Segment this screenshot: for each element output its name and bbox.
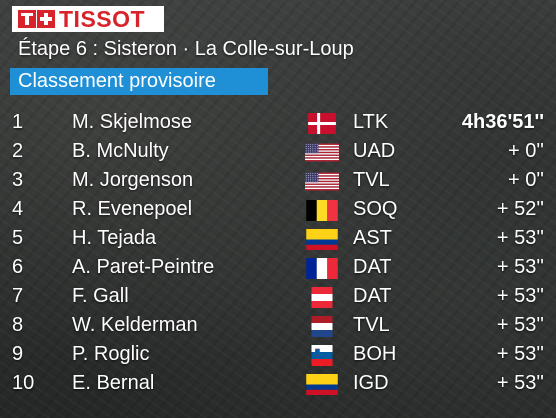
standings-row: 4 R. Evenepoel SOQ + 52'' xyxy=(0,195,556,224)
team-code: AST xyxy=(353,227,392,249)
rider-position: 10 xyxy=(12,372,35,394)
team-code: BOH xyxy=(353,343,397,365)
ranking-banner: Classement provisoire xyxy=(10,68,268,95)
team-code: DAT xyxy=(353,256,392,278)
rider-position: 6 xyxy=(12,256,24,278)
netherlands-flag-icon xyxy=(305,316,339,337)
colombia-flag-icon xyxy=(305,374,339,395)
standings-row: 8 W. Kelderman TVL + 53'' xyxy=(0,311,556,340)
rider-position: 7 xyxy=(12,285,24,307)
usa-flag-icon xyxy=(305,142,339,163)
standings-row: 9 P. Roglic BOH + 53'' xyxy=(0,340,556,369)
rider-name: F. Gall xyxy=(72,285,129,307)
team-code: TVL xyxy=(353,169,390,191)
team-code: TVL xyxy=(353,314,390,336)
team-code: IGD xyxy=(353,372,389,394)
rider-time: + 53'' xyxy=(496,343,544,365)
rider-position: 3 xyxy=(12,169,24,191)
team-code: UAD xyxy=(353,140,396,162)
ranking-title: Classement provisoire xyxy=(18,70,216,92)
rider-name: H. Tejada xyxy=(72,227,157,249)
standings-row: 6 A. Paret-Peintre DAT + 53'' xyxy=(0,253,556,282)
standings-row: 5 H. Tejada AST + 53'' xyxy=(0,224,556,253)
logo-text: TISSOT xyxy=(59,6,146,32)
team-code: SOQ xyxy=(353,198,398,220)
standings-row: 3 M. Jorgenson TVL + 0'' xyxy=(0,166,556,195)
standings-row: 7 F. Gall DAT + 53'' xyxy=(0,282,556,311)
standings-row: 10 E. Bernal IGD + 53'' xyxy=(0,369,556,398)
denmark-flag-icon xyxy=(305,113,339,134)
france-flag-icon xyxy=(305,258,339,279)
rider-time: + 53'' xyxy=(496,285,544,307)
rider-time: + 52'' xyxy=(496,198,544,220)
rider-name: M. Skjelmose xyxy=(72,111,193,133)
slovenia-flag-icon xyxy=(305,345,339,366)
rider-name: B. McNulty xyxy=(72,140,169,162)
rider-name: W. Kelderman xyxy=(72,314,198,336)
rider-time: + 0'' xyxy=(508,140,544,162)
rider-position: 5 xyxy=(12,227,24,249)
rider-position: 1 xyxy=(12,111,24,133)
team-code: LTK xyxy=(353,111,389,133)
standings-row: 1 M. Skjelmose LTK 4h36'51'' xyxy=(0,108,556,137)
rider-name: P. Roglic xyxy=(72,343,150,365)
rider-time: + 53'' xyxy=(496,227,544,249)
rider-position: 2 xyxy=(12,140,24,162)
rider-name: A. Paret-Peintre xyxy=(72,256,215,278)
rider-time: + 53'' xyxy=(496,314,544,336)
rider-time: + 53'' xyxy=(496,372,544,394)
stage-title: Étape 6 : Sisteron · La Colle-sur-Loup xyxy=(18,38,354,60)
rider-time: + 53'' xyxy=(496,256,544,278)
usa-flag-icon xyxy=(305,171,339,192)
austria-flag-icon xyxy=(305,287,339,308)
standings-row: 2 B. McNulty UAD + 0'' xyxy=(0,137,556,166)
team-code: DAT xyxy=(353,285,392,307)
tissot-logo: TISSOT xyxy=(12,6,164,32)
rider-name: M. Jorgenson xyxy=(72,169,194,191)
rider-time: 4h36'51'' xyxy=(461,111,544,133)
rider-name: R. Evenepoel xyxy=(72,198,193,220)
rider-position: 9 xyxy=(12,343,24,365)
rider-time: + 0'' xyxy=(508,169,544,191)
belgium-flag-icon xyxy=(305,200,339,221)
rider-position: 8 xyxy=(12,314,24,336)
rider-name: E. Bernal xyxy=(72,372,155,394)
rider-position: 4 xyxy=(12,198,24,220)
tissot-cross-icon xyxy=(18,10,55,28)
colombia-flag-icon xyxy=(305,229,339,250)
